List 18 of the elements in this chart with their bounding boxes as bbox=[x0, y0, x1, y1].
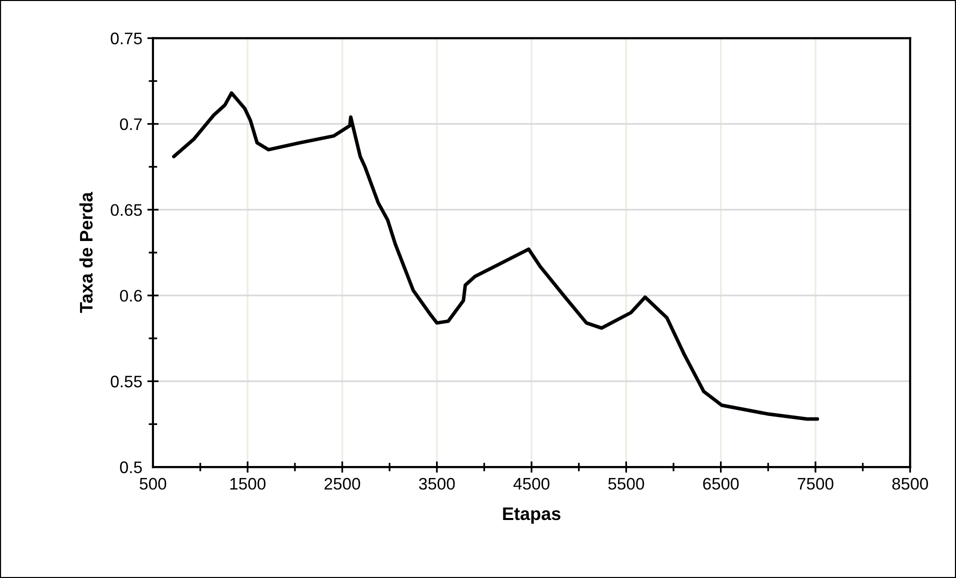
y-axis-title: Taxa de Perda bbox=[79, 192, 93, 313]
x-tick-label: 8500 bbox=[892, 478, 928, 490]
y-tick-label: 0.55 bbox=[110, 376, 142, 388]
x-tick-label: 1500 bbox=[230, 478, 266, 490]
y-tick-label: 0.65 bbox=[110, 204, 142, 216]
y-tick-label: 0.6 bbox=[120, 290, 142, 302]
x-tick-label: 500 bbox=[140, 478, 166, 490]
x-tick-label: 4500 bbox=[513, 478, 550, 490]
y-tick-label: 0.7 bbox=[120, 118, 142, 130]
line-series bbox=[172, 91, 820, 421]
x-axis-title: Etapas bbox=[503, 508, 560, 524]
x-tick-label: 3500 bbox=[418, 478, 455, 490]
y-tick-label: 0.75 bbox=[110, 32, 142, 44]
x-tick-label: 7500 bbox=[798, 478, 834, 490]
x-tick-label: 2500 bbox=[324, 478, 360, 490]
x-tick-label: 5500 bbox=[608, 478, 644, 490]
y-tick-label: 0.5 bbox=[120, 461, 142, 474]
x-tick-label: 6500 bbox=[703, 478, 739, 490]
